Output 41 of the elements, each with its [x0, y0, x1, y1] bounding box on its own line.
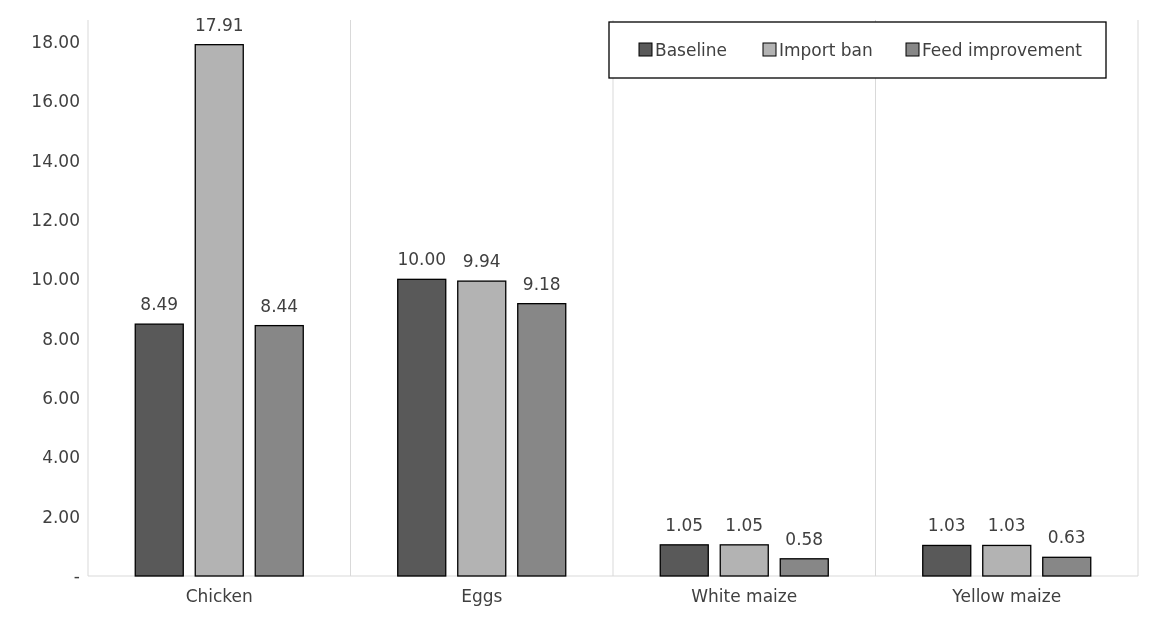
bar	[922, 544, 972, 577]
bar	[779, 558, 829, 577]
y-tick-label: 2.00	[42, 506, 80, 527]
data-label: 8.44	[260, 295, 299, 316]
y-tick-label: 18.00	[31, 31, 80, 52]
bar	[457, 280, 507, 577]
x-tick-label: Chicken	[185, 586, 253, 606]
bar	[719, 544, 769, 577]
y-tick-label: 10.00	[31, 269, 80, 290]
x-tick-label: Eggs	[461, 586, 503, 606]
y-tick-label: -	[73, 565, 80, 586]
y-tick-label: 4.00	[42, 447, 80, 468]
y-tick-label: 6.00	[42, 387, 80, 408]
bar	[1042, 556, 1092, 577]
y-tick-label: 16.00	[31, 91, 80, 112]
legend-label: Feed improvement	[922, 39, 1083, 60]
x-tick-label: Yellow maize	[951, 586, 1062, 606]
legend-label: Baseline	[655, 39, 728, 60]
data-label: 1.05	[665, 514, 704, 535]
y-tick-label: 14.00	[31, 150, 80, 171]
data-label: 9.18	[522, 273, 561, 294]
data-label: 8.49	[140, 294, 179, 315]
data-label: 1.05	[725, 514, 764, 535]
data-label: 0.58	[785, 528, 824, 549]
bar	[194, 44, 244, 577]
data-label: 1.03	[987, 515, 1026, 536]
data-label: 17.91	[194, 14, 244, 35]
x-tick-label: White maize	[691, 586, 798, 606]
bar	[397, 278, 447, 577]
y-tick-label: 8.00	[42, 328, 80, 349]
bar	[517, 303, 567, 577]
y-tick-label: 12.00	[31, 209, 80, 230]
bar	[659, 544, 709, 577]
data-label: 10.00	[397, 249, 447, 270]
data-label: 0.63	[1047, 527, 1086, 548]
bar	[134, 323, 184, 577]
bar	[982, 544, 1032, 577]
legend-label: Import ban	[779, 39, 873, 60]
data-label: 1.03	[927, 515, 966, 536]
data-label: 9.94	[462, 251, 501, 272]
bar	[254, 324, 304, 577]
